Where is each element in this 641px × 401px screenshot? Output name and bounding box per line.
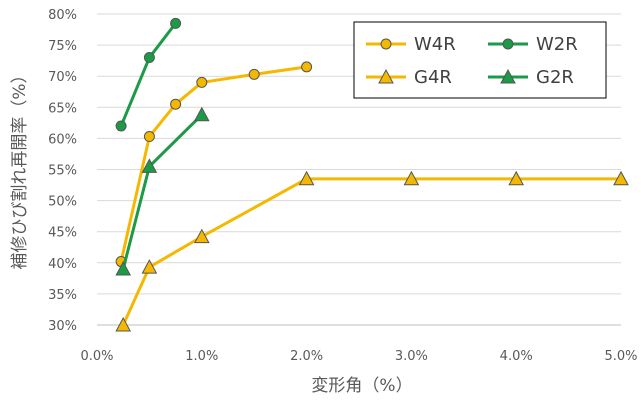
legend-marker-w4r (380, 38, 392, 50)
data-point-g4r (613, 170, 629, 186)
data-point-g4r (298, 170, 315, 186)
data-point-w4r (301, 61, 313, 73)
series-w2r (115, 17, 182, 132)
y-tick-label: 30% (48, 319, 77, 334)
x-tick-label: 5.0% (604, 349, 637, 364)
legend-entry-w4r: W4R (366, 34, 456, 55)
series-line-w4r (119, 65, 307, 262)
data-point-g2r (193, 106, 210, 122)
x-tick-label: 1.0% (185, 349, 218, 364)
y-tick-label: 35% (48, 288, 77, 303)
x-axis-title: 変形角（%） (311, 376, 412, 396)
legend-entry-g4r: G4R (366, 67, 452, 88)
data-point-w2r (115, 120, 127, 132)
y-tick-label: 80% (48, 8, 77, 23)
legend-label-g4r: G4R (414, 67, 452, 88)
y-tick-label: 50% (48, 195, 77, 210)
data-point-w4r (196, 76, 208, 88)
y-tick-label: 45% (48, 226, 77, 241)
legend-label-g2r: G2R (536, 67, 574, 88)
y-axis-title: 補修ひび割れ再開率（%） (10, 66, 30, 269)
y-tick-label: 55% (48, 164, 77, 179)
x-tick-label: 0.0% (80, 349, 113, 364)
data-point-g4r (508, 170, 525, 186)
y-tick-label: 75% (48, 39, 77, 54)
legend-entry-g2r: G2R (488, 67, 574, 88)
y-tick-label: 40% (48, 257, 77, 272)
legend: W4R W2R G4R G2R (353, 21, 607, 99)
legend-box (353, 21, 607, 99)
tick-labels: 30% 35% 40% 45% 50% 55% 60% 65% 70% 75% 80% 0.0% 1.0… (48, 8, 637, 364)
data-point-g2r (115, 260, 132, 276)
y-tick-label: 65% (48, 101, 77, 116)
data-point-g4r (193, 228, 210, 244)
legend-marker-g2r (500, 68, 516, 84)
series-g2r (115, 106, 210, 276)
data-point-g4r (115, 316, 132, 332)
x-tick-label: 3.0% (395, 349, 428, 364)
series-layer (115, 17, 629, 332)
data-point-g4r (141, 259, 158, 274)
data-point-w4r (143, 131, 155, 143)
x-tick-label: 2.0% (290, 349, 323, 364)
legend-marker-w2r (502, 38, 514, 50)
series-line-w2r (119, 22, 177, 127)
x-tick-label: 4.0% (500, 349, 533, 364)
y-tick-label: 70% (48, 70, 77, 85)
data-point-w2r (170, 17, 182, 29)
legend-entry-w2r: W2R (488, 34, 578, 55)
data-point-g4r (403, 170, 420, 186)
legend-label-w2r: W2R (536, 34, 578, 55)
data-point-w4r (248, 68, 260, 80)
data-point-w4r (170, 98, 182, 110)
data-point-w2r (143, 52, 155, 64)
series-g4r (115, 170, 629, 332)
legend-marker-g4r (378, 68, 394, 84)
y-tick-label: 60% (48, 132, 77, 147)
series-w4r (115, 61, 313, 268)
legend-label-w4r: W4R (414, 34, 456, 55)
data-point-g2r (141, 158, 158, 173)
